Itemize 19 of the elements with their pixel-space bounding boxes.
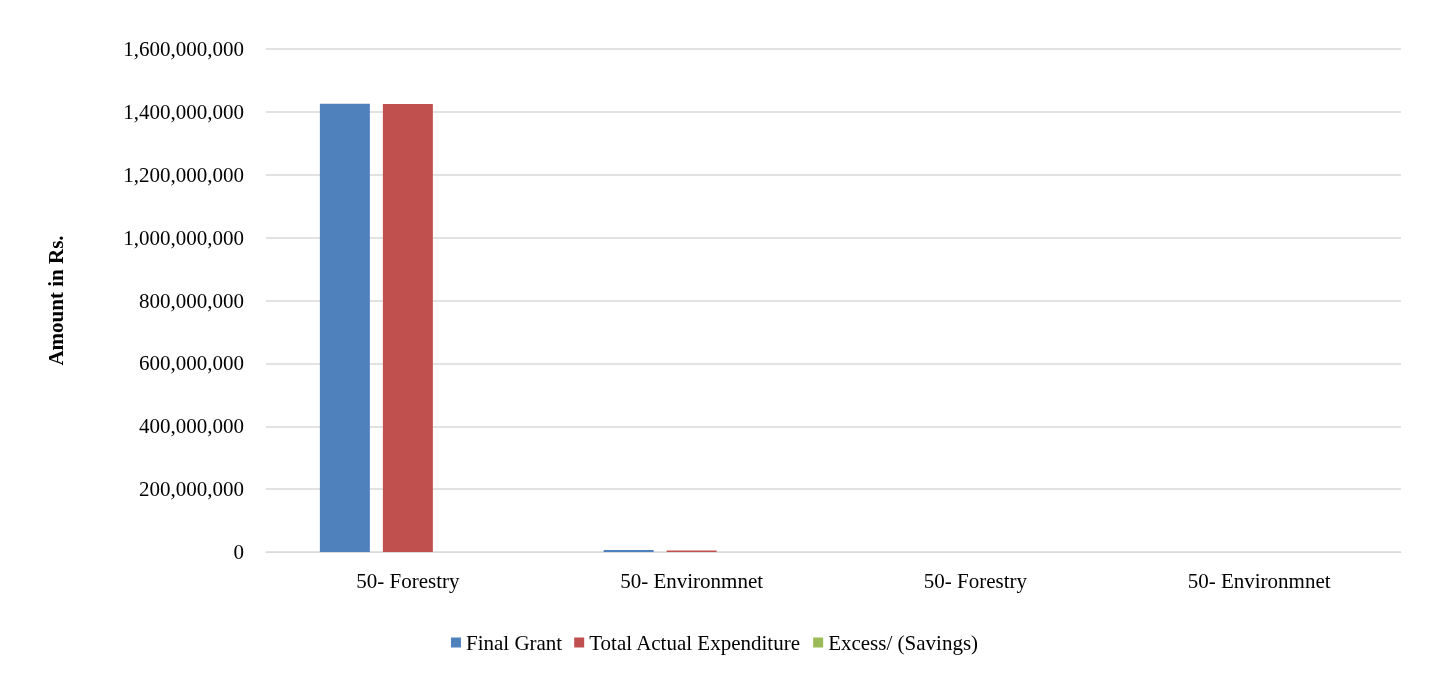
legend-label: Total Actual Expenditure — [589, 630, 800, 655]
bar — [319, 103, 370, 552]
legend-label: Final Grant — [465, 630, 563, 655]
y-tick-label: 1,000,000,000 — [123, 225, 244, 250]
x-tick-label: 50- Environmnet — [620, 568, 764, 593]
legend-label: Excess/ (Savings) — [828, 630, 979, 655]
y-tick-label: 1,600,000,000 — [123, 37, 244, 61]
x-tick-label: 50- Environmnet — [1187, 568, 1331, 593]
x-tick-label: 50- Forestry — [923, 568, 1028, 593]
y-tick-label: 600,000,000 — [139, 351, 244, 376]
y-tick-label: 1,400,000,000 — [123, 99, 244, 124]
y-tick-label: 400,000,000 — [139, 414, 244, 439]
y-tick-label: 800,000,000 — [139, 288, 244, 313]
bar — [382, 104, 433, 552]
y-tick-label: 0 — [233, 540, 244, 564]
x-tick-label: 50- Forestry — [356, 568, 460, 593]
y-axis-title: Amount in Rs. — [43, 235, 68, 366]
y-tick-label: 1,200,000,000 — [123, 162, 244, 187]
y-tick-label: 200,000,000 — [139, 477, 244, 502]
